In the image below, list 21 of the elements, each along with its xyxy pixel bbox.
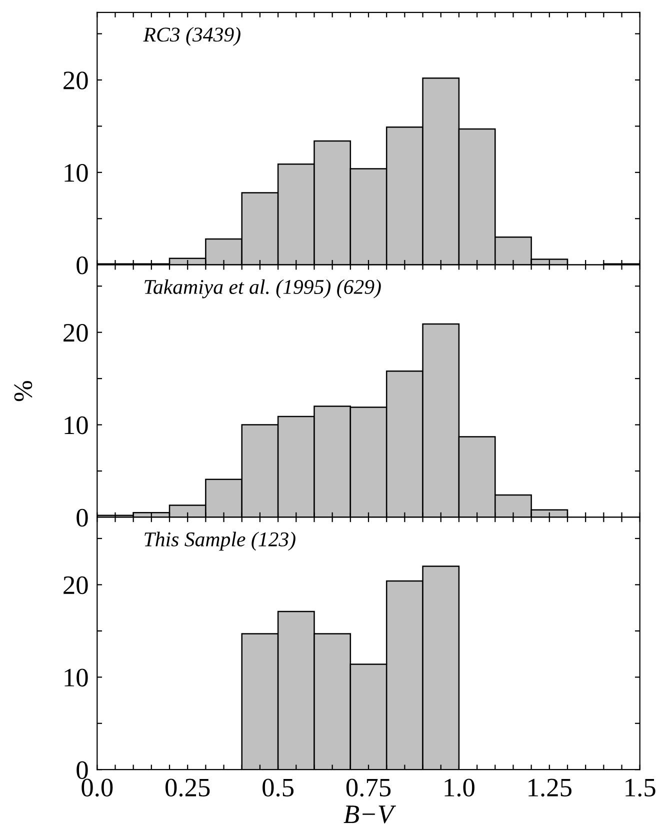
y-tick-label: 20 (64, 324, 88, 342)
y-tick-label: 20 (64, 72, 88, 90)
annotation: RC3 (3439) (143, 27, 240, 46)
y-tick-label: 10 (64, 668, 88, 687)
y-tick-label: 0 (76, 508, 88, 527)
annotation: Takamiya et al. (1995) (629) (144, 279, 381, 298)
x-tick-label: 1.25 (528, 778, 572, 797)
annotation: This Sample (123) (144, 532, 296, 551)
y-tick-label: 0 (76, 256, 88, 274)
y-tick-label: 20 (64, 576, 88, 594)
y-axis-title: % (14, 380, 32, 402)
x-tick-label: 0.5 (262, 778, 294, 797)
y-tick-label: 0 (76, 761, 88, 780)
x-tick-label: 1.0 (444, 778, 474, 797)
x-tick-label: 0.0 (82, 778, 113, 797)
x-tick-label: 1.5 (626, 778, 656, 797)
x-tick-label: 0.25 (166, 778, 210, 797)
y-tick-label: 10 (64, 164, 88, 182)
x-axis-title: B−V (344, 806, 396, 824)
y-tick-label: 10 (64, 416, 88, 434)
x-tick-label: 0.75 (346, 778, 391, 797)
